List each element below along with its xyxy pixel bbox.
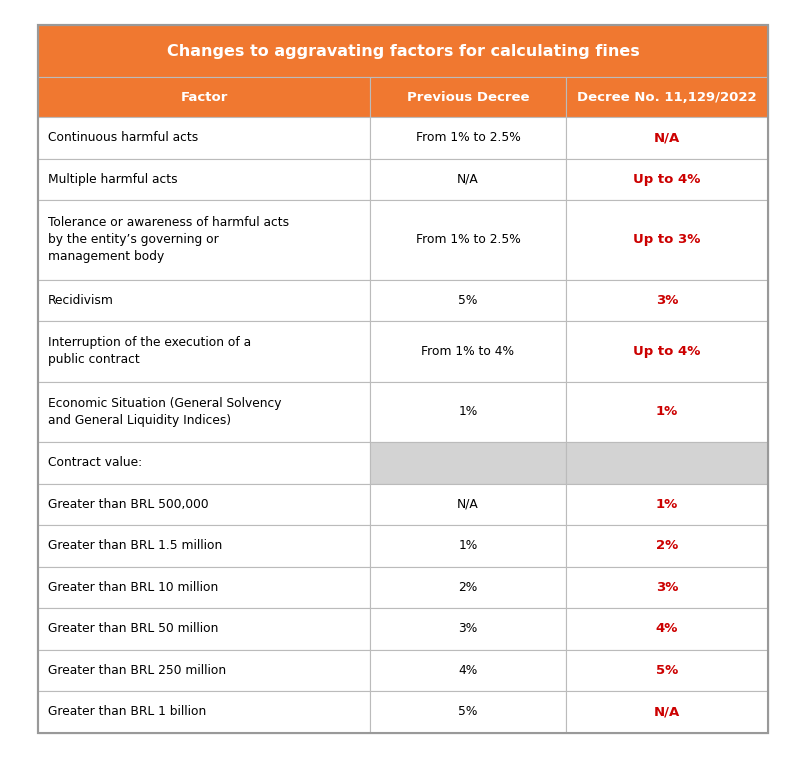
Bar: [38, 158, 370, 200]
Text: Up to 4%: Up to 4%: [634, 173, 700, 186]
Bar: [38, 691, 370, 733]
Bar: [38, 25, 768, 77]
Bar: [566, 117, 768, 158]
Text: 2%: 2%: [656, 539, 678, 552]
Text: 1%: 1%: [656, 498, 678, 511]
Bar: [566, 200, 768, 280]
Text: Greater than BRL 50 million: Greater than BRL 50 million: [48, 622, 218, 635]
Text: 1%: 1%: [656, 405, 678, 418]
Bar: [370, 381, 566, 442]
Text: Factor: Factor: [181, 90, 228, 103]
Bar: [370, 442, 566, 484]
Text: 5%: 5%: [656, 664, 678, 677]
Bar: [370, 158, 566, 200]
Text: N/A: N/A: [654, 705, 680, 718]
Bar: [566, 77, 768, 117]
Text: Greater than BRL 10 million: Greater than BRL 10 million: [48, 581, 218, 594]
Bar: [38, 566, 370, 608]
Bar: [370, 200, 566, 280]
Bar: [566, 691, 768, 733]
Text: 3%: 3%: [656, 581, 678, 594]
Bar: [38, 117, 370, 158]
Text: Up to 4%: Up to 4%: [634, 345, 700, 358]
Text: From 1% to 2.5%: From 1% to 2.5%: [416, 233, 521, 246]
Bar: [370, 649, 566, 691]
Text: Economic Situation (General Solvency
and General Liquidity Indices): Economic Situation (General Solvency and…: [48, 397, 281, 427]
Bar: [370, 566, 566, 608]
Bar: [566, 381, 768, 442]
Text: 4%: 4%: [459, 664, 478, 677]
Text: From 1% to 2.5%: From 1% to 2.5%: [416, 131, 521, 144]
Bar: [370, 280, 566, 321]
Bar: [370, 691, 566, 733]
Bar: [38, 77, 370, 117]
Bar: [370, 484, 566, 525]
Text: 1%: 1%: [459, 405, 478, 418]
Bar: [566, 566, 768, 608]
Text: 3%: 3%: [459, 622, 478, 635]
Bar: [566, 525, 768, 566]
Text: Decree No. 11,129/2022: Decree No. 11,129/2022: [577, 90, 757, 103]
Bar: [38, 200, 370, 280]
Text: Up to 3%: Up to 3%: [634, 233, 700, 246]
Text: Contract value:: Contract value:: [48, 456, 142, 469]
Text: From 1% to 4%: From 1% to 4%: [422, 345, 514, 358]
Text: Recidivism: Recidivism: [48, 293, 114, 307]
Bar: [38, 525, 370, 566]
Text: Changes to aggravating factors for calculating fines: Changes to aggravating factors for calcu…: [167, 44, 639, 59]
Text: 3%: 3%: [656, 293, 678, 307]
Bar: [38, 381, 370, 442]
Text: N/A: N/A: [457, 498, 479, 511]
Text: 2%: 2%: [459, 581, 478, 594]
Bar: [370, 117, 566, 158]
Bar: [38, 649, 370, 691]
Text: Greater than BRL 1.5 million: Greater than BRL 1.5 million: [48, 539, 222, 552]
Text: Greater than BRL 1 billion: Greater than BRL 1 billion: [48, 705, 206, 718]
Bar: [566, 608, 768, 649]
Text: Previous Decree: Previous Decree: [407, 90, 530, 103]
Bar: [38, 321, 370, 381]
Bar: [370, 321, 566, 381]
Text: Continuous harmful acts: Continuous harmful acts: [48, 131, 198, 144]
Bar: [370, 525, 566, 566]
Text: Greater than BRL 250 million: Greater than BRL 250 million: [48, 664, 226, 677]
Text: 5%: 5%: [459, 705, 478, 718]
Text: 5%: 5%: [459, 293, 478, 307]
Bar: [38, 608, 370, 649]
Bar: [370, 77, 566, 117]
Bar: [566, 321, 768, 381]
Bar: [38, 280, 370, 321]
Text: 4%: 4%: [656, 622, 678, 635]
Text: N/A: N/A: [457, 173, 479, 186]
Bar: [566, 280, 768, 321]
Bar: [38, 484, 370, 525]
Text: Interruption of the execution of a
public contract: Interruption of the execution of a publi…: [48, 336, 251, 366]
Text: Tolerance or awareness of harmful acts
by the entity’s governing or
management b: Tolerance or awareness of harmful acts b…: [48, 216, 289, 264]
Bar: [38, 442, 370, 484]
Bar: [566, 158, 768, 200]
Text: Multiple harmful acts: Multiple harmful acts: [48, 173, 177, 186]
Bar: [370, 608, 566, 649]
Text: 1%: 1%: [459, 539, 478, 552]
Bar: [566, 442, 768, 484]
Text: Greater than BRL 500,000: Greater than BRL 500,000: [48, 498, 209, 511]
Text: N/A: N/A: [654, 131, 680, 144]
Bar: [566, 649, 768, 691]
Bar: [566, 484, 768, 525]
